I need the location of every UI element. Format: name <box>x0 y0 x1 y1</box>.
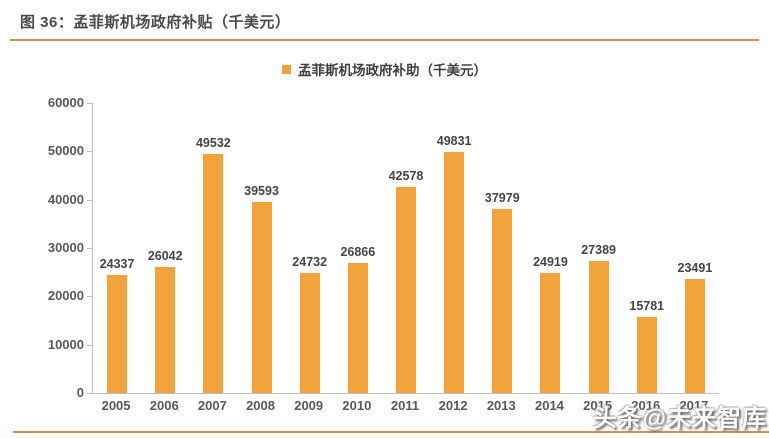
x-tick-label: 2015 <box>583 398 613 413</box>
bar-value-label: 26042 <box>147 249 183 264</box>
bar <box>107 275 128 393</box>
bar-chart-plot-area: 24337 26042 49532 39593 24732 26866 42578 49831… <box>92 103 719 394</box>
chart-legend: 孟菲斯机场政府补助（千美元） <box>0 59 769 79</box>
x-tick-label: 2006 <box>149 398 179 413</box>
bar-value-label: 26866 <box>340 245 376 260</box>
title-divider <box>10 39 759 41</box>
x-tick-label: 2010 <box>342 398 372 413</box>
y-tick-mark <box>87 199 92 201</box>
x-tick-label: 2007 <box>197 398 227 413</box>
y-tick-label: 0 <box>76 385 84 400</box>
bar-value-label: 23491 <box>677 261 713 276</box>
bar-value-label: 24732 <box>292 255 328 270</box>
y-tick-label: 50000 <box>47 143 84 159</box>
bar <box>299 273 320 393</box>
bar-value-label: 39593 <box>244 183 279 198</box>
y-tick-mark <box>87 103 92 104</box>
x-tick-label: 2012 <box>438 398 468 413</box>
y-tick-mark <box>87 393 92 394</box>
bar <box>492 209 513 393</box>
y-tick-mark <box>87 151 92 153</box>
y-tick-mark <box>87 296 92 298</box>
x-tick-label: 2014 <box>534 398 564 413</box>
x-tick-label: 2009 <box>294 398 324 413</box>
legend-label: 孟菲斯机场政府补助（千美元） <box>298 63 487 78</box>
x-tick-label: 2017 <box>679 398 709 413</box>
bar-value-label: 15781 <box>629 298 665 313</box>
bar <box>636 316 657 393</box>
bar <box>203 153 224 393</box>
x-tick-label: 2008 <box>246 398 275 413</box>
bar <box>684 279 705 393</box>
bottom-divider <box>13 431 769 433</box>
y-tick-label: 60000 <box>47 95 84 110</box>
legend-marker-icon <box>282 64 291 74</box>
bar <box>251 201 272 393</box>
bar-value-label: 49532 <box>195 135 231 150</box>
y-tick-label: 20000 <box>47 288 84 304</box>
bar-value-label: 27389 <box>581 242 616 257</box>
watermark: 头条@未来智库 <box>592 405 767 432</box>
y-tick-mark <box>87 248 92 249</box>
bar <box>588 260 609 393</box>
x-tick-label: 2011 <box>390 398 420 413</box>
y-tick-mark <box>87 344 92 346</box>
y-tick-label: 10000 <box>47 336 84 352</box>
bar <box>347 263 368 393</box>
bar-value-label: 49831 <box>436 134 472 149</box>
y-tick-label: 40000 <box>47 191 84 207</box>
bar-value-label: 37979 <box>484 191 520 206</box>
y-tick-label: 30000 <box>47 240 84 255</box>
bar-value-label: 24919 <box>533 254 568 269</box>
bar <box>396 187 416 393</box>
x-tick-label: 2013 <box>486 398 516 413</box>
bar-value-label: 42578 <box>388 169 424 184</box>
bar <box>155 267 176 393</box>
x-tick-label: 2005 <box>101 398 131 413</box>
bar-value-label: 24337 <box>99 257 135 272</box>
figure-title: 图 36：孟菲斯机场政府补贴（千美元） <box>20 14 291 31</box>
bar <box>540 272 561 393</box>
x-tick-label: 2016 <box>631 398 661 413</box>
bar <box>444 152 465 393</box>
